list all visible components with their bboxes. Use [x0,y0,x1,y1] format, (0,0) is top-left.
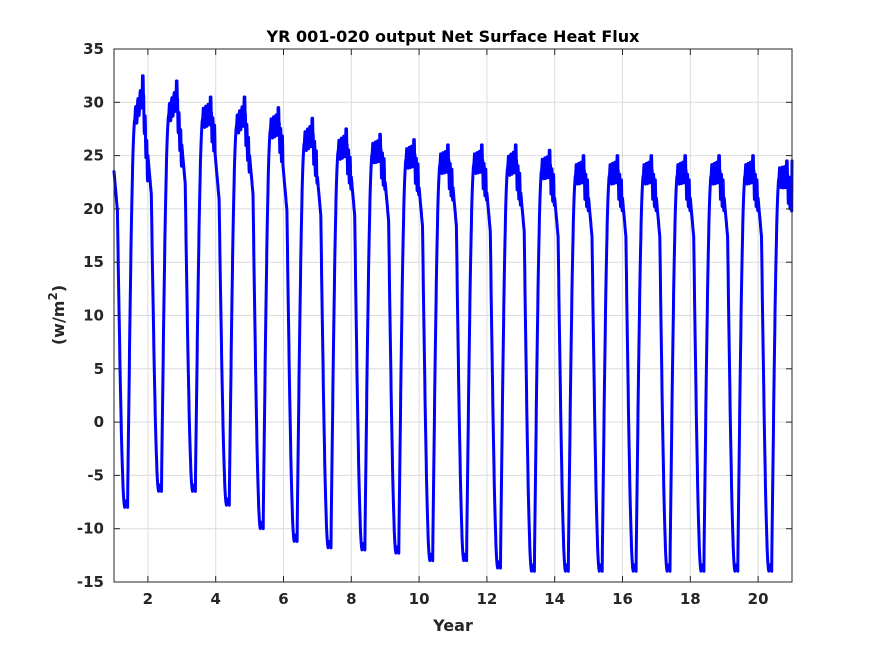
x-tick-label: 8 [346,590,356,608]
x-tick-label: 16 [612,590,633,608]
x-tick-label: 6 [278,590,288,608]
x-tick-label: 20 [748,590,769,608]
chart-title: YR 001-020 output Net Surface Heat Flux [266,27,641,46]
x-tick-labels: 2 4 6 8 10 12 14 16 18 20 [143,590,769,608]
x-axis-label: Year [432,616,473,635]
ticks [114,48,792,583]
x-tick-label: 12 [476,590,497,608]
series-line [112,74,794,573]
x-tick-label: 18 [680,590,701,608]
y-axis-label-superscript: 2 [46,292,60,300]
y-tick-label: 5 [94,360,104,378]
x-tick-label: 4 [210,590,220,608]
y-tick-labels: -15 -10 -5 0 5 10 15 20 25 30 35 [77,40,104,591]
x-tick-label: 14 [544,590,565,608]
y-axis-label-suffix: ) [49,285,68,292]
y-tick-label: 20 [83,200,104,218]
y-tick-label: 30 [83,93,104,111]
x-tick-label: 2 [143,590,153,608]
y-tick-label: -10 [77,520,104,538]
y-axis-label: (w/m2) [46,285,68,345]
grid [114,48,792,583]
y-tick-label: 0 [94,413,104,431]
y-tick-label: 15 [83,253,104,271]
y-tick-label: 25 [83,147,104,165]
y-tick-label: -15 [77,573,104,591]
x-tick-label: 10 [409,590,430,608]
y-tick-label: 35 [83,40,104,58]
y-tick-label: -5 [87,466,104,484]
y-tick-label: 10 [83,307,104,325]
y-axis-label-prefix: (w/m [49,301,68,346]
